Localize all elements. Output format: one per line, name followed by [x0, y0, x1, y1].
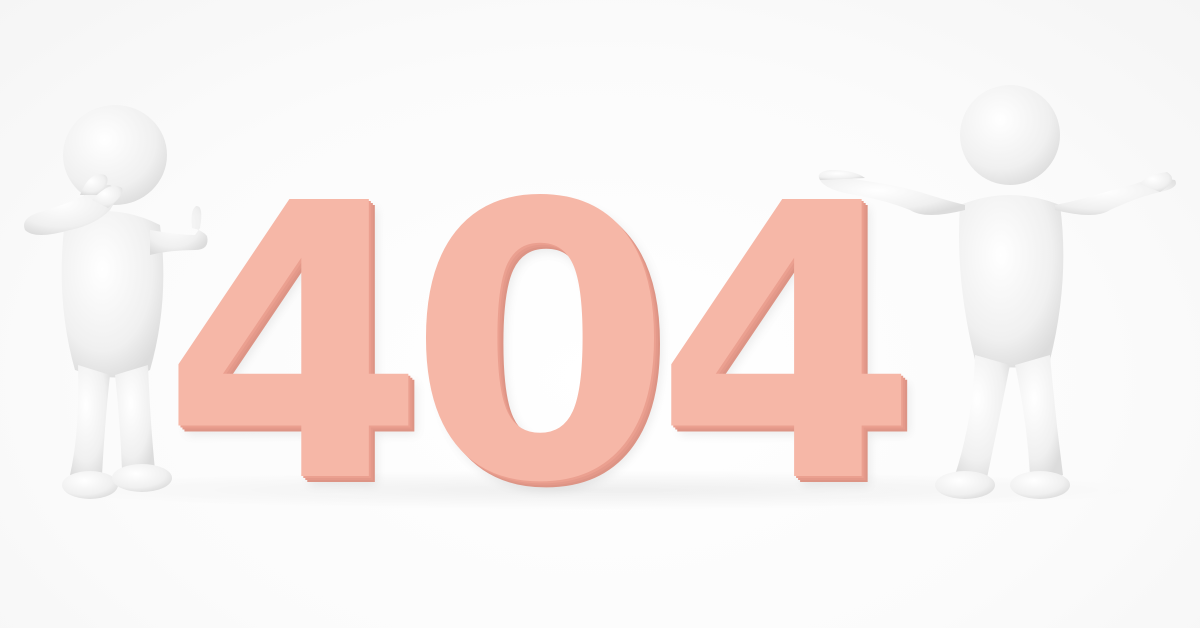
digit-four-right: 4 — [654, 123, 918, 566]
facepalm-figure-icon — [10, 100, 220, 510]
digit-zero: 0 — [407, 123, 672, 566]
error-code-404: 4 0 4 — [161, 123, 918, 566]
digit-four-left: 4 — [161, 123, 425, 566]
shrugging-figure-icon — [815, 80, 1185, 510]
